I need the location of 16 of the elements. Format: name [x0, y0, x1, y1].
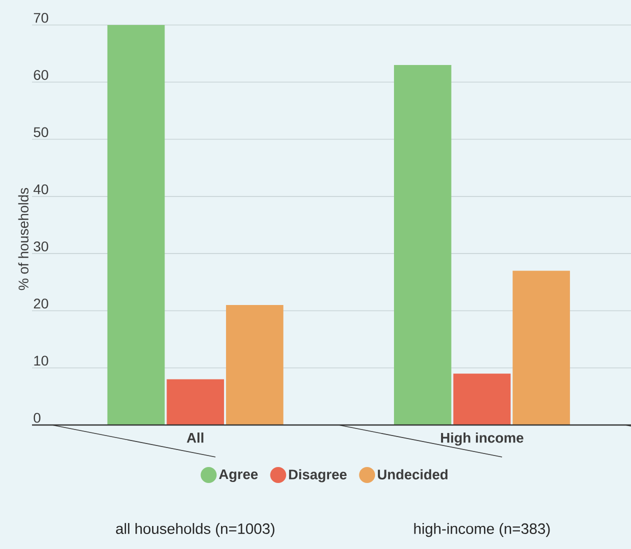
text: all households (n=1003) — [116, 523, 274, 537]
text: high-income (n=383) — [414, 523, 550, 537]
y-tick-label: 10 — [34, 356, 48, 366]
y-tick-label: 70 — [34, 12, 48, 23]
y-tick-label: 30 — [34, 241, 48, 252]
legend-label: Disagree — [289, 469, 347, 482]
x-tick-label: All — [186, 432, 204, 443]
y-axis-title: % of households — [18, 188, 28, 290]
y-tick-label: 0 — [34, 412, 40, 423]
x-tick-label: High income — [441, 432, 524, 446]
y-tick-label: 20 — [34, 298, 48, 309]
y-tick-label: 50 — [34, 127, 48, 138]
legend-label: Undecided — [378, 469, 448, 480]
legend-label: Agree — [218, 469, 258, 482]
y-tick-label: 60 — [34, 70, 48, 80]
y-tick-label: 40 — [34, 184, 48, 194]
